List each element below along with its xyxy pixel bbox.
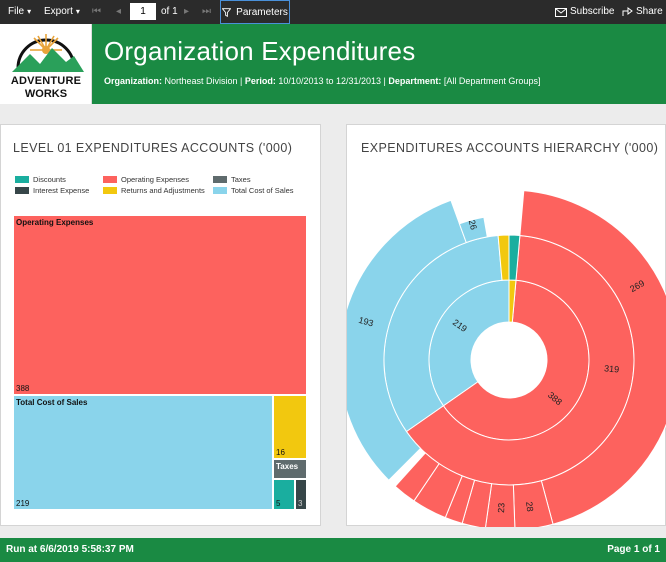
treemap-tile-interest-expense[interactable]: 3 [295, 479, 307, 510]
sunburst-label-outer-cost-of-sales: 193 [357, 315, 374, 329]
mail-icon [555, 7, 567, 17]
treemap-legend: Discounts Operating Expenses Taxes Inter… [15, 175, 315, 197]
tile-value: 219 [16, 499, 30, 508]
treemap-title: LEVEL 01 EXPENDITURES ACCOUNTS ('000) [13, 141, 293, 155]
run-timestamp: Run at 6/6/2019 5:58:37 PM [6, 544, 134, 555]
file-menu-label: File [8, 6, 25, 17]
legend-label: Discounts [33, 175, 66, 184]
chevron-down-icon: ▾ [75, 7, 80, 16]
tile-label: Operating Expenses [16, 218, 94, 227]
tile-value: 388 [16, 384, 30, 393]
sunburst-outer-total-cost-of-sales[interactable] [347, 199, 467, 481]
legend-item-returns-adjustments: Returns and Adjustments [103, 186, 205, 195]
sunburst-label-outer-23: 23 [496, 503, 507, 514]
export-menu[interactable]: Export ▾ [44, 0, 80, 24]
adventure-works-logo: Adventure Works [0, 24, 92, 104]
export-menu-label: Export [44, 6, 73, 17]
legend-item-total-cost-of-sales: Total Cost of Sales [213, 186, 294, 195]
filter-icon [222, 7, 232, 17]
logo-mark-icon [12, 34, 84, 72]
sunburst-title: EXPENDITURES ACCOUNTS HIERARCHY ('000) [361, 141, 659, 155]
legend-label: Total Cost of Sales [231, 186, 294, 195]
department-value: [All Department Groups] [443, 76, 541, 86]
subscribe-button[interactable]: Subscribe [555, 0, 614, 24]
page-number-input[interactable] [130, 3, 156, 20]
last-page-icon[interactable]: ⏭ [202, 6, 211, 17]
sunburst-label-middle-operating: 319 [604, 363, 620, 374]
tile-value: 3 [298, 499, 303, 508]
page-title: Organization Expenditures [104, 36, 416, 66]
legend-item-taxes: Taxes [213, 175, 251, 184]
treemap-tile-taxes[interactable]: Taxes [273, 459, 307, 479]
logo-text-line1: Adventure [10, 75, 82, 87]
legend-swatch [213, 187, 227, 194]
tile-value: 16 [276, 448, 285, 457]
report-header: Organization Expenditures Organization: … [92, 24, 666, 104]
tile-label: Taxes [276, 462, 299, 471]
parameters-label: Parameters [236, 6, 288, 18]
report-parameters-summary: Organization: Northeast Division | Perio… [104, 76, 541, 86]
share-button[interactable]: Share [622, 0, 663, 24]
sunburst-outer-operating-1[interactable] [519, 190, 666, 525]
legend-label: Interest Expense [33, 186, 90, 195]
sunburst-outer-cost-of-sales-2[interactable] [458, 216, 488, 244]
first-page-icon[interactable]: ⏮ [92, 6, 101, 17]
treemap-tile-operating-expenses[interactable]: Operating Expenses 388 [13, 215, 307, 395]
legend-item-interest-expense: Interest Expense [15, 186, 89, 195]
tile-label: Total Cost of Sales [16, 398, 88, 407]
share-icon [622, 7, 633, 16]
period-value: 10/10/2013 to 12/31/2013 [278, 76, 382, 86]
sunburst-label-middle-cost-of-sales: 26 [467, 219, 479, 231]
page-count: of 1 [161, 6, 178, 17]
report-toolbar: File ▾ Export ▾ ⏮ ◂ of 1 ▸ ⏭ Parameters … [0, 0, 666, 24]
treemap-tile-total-cost-of-sales[interactable]: Total Cost of Sales 219 [13, 395, 273, 510]
legend-swatch [103, 187, 117, 194]
legend-swatch [213, 176, 227, 183]
treemap-tile-returns-adjustments[interactable]: 16 [273, 395, 307, 459]
legend-label: Taxes [231, 175, 251, 184]
level01-expenditures-panel: LEVEL 01 EXPENDITURES ACCOUNTS ('000) Di… [0, 124, 321, 526]
tile-value: 5 [276, 499, 281, 508]
report-footer: Run at 6/6/2019 5:58:37 PM Page 1 of 1 [0, 538, 666, 562]
file-menu[interactable]: File ▾ [8, 0, 31, 24]
period-label: Period: [244, 76, 276, 86]
chevron-down-icon: ▾ [27, 7, 32, 16]
organization-value: Northeast Division [164, 76, 238, 86]
subscribe-label: Subscribe [570, 6, 615, 17]
previous-page-icon[interactable]: ◂ [116, 6, 122, 17]
legend-swatch [15, 176, 29, 183]
legend-label: Operating Expenses [121, 175, 189, 184]
sunburst-middle-discounts[interactable] [508, 234, 521, 281]
expenditures-hierarchy-panel: EXPENDITURES ACCOUNTS HIERARCHY ('000) 3… [346, 124, 666, 527]
legend-swatch [103, 176, 117, 183]
sunburst-outer-operating-7[interactable] [394, 452, 440, 502]
department-label: Department: [388, 76, 442, 86]
share-label: Share [636, 6, 663, 17]
page-indicator: Page 1 of 1 [607, 544, 660, 555]
parameters-button[interactable]: Parameters [220, 0, 290, 24]
logo-text-line2: Works [24, 88, 68, 100]
legend-label: Returns and Adjustments [121, 186, 205, 195]
legend-swatch [15, 187, 29, 194]
next-page-icon[interactable]: ▸ [184, 6, 190, 17]
legend-item-operating-expenses: Operating Expenses [103, 175, 189, 184]
organization-label: Organization: [104, 76, 162, 86]
treemap-tile-discounts[interactable]: 5 [273, 479, 295, 510]
sunburst-label-outer-28: 28 [524, 501, 535, 512]
legend-item-discounts: Discounts [15, 175, 66, 184]
